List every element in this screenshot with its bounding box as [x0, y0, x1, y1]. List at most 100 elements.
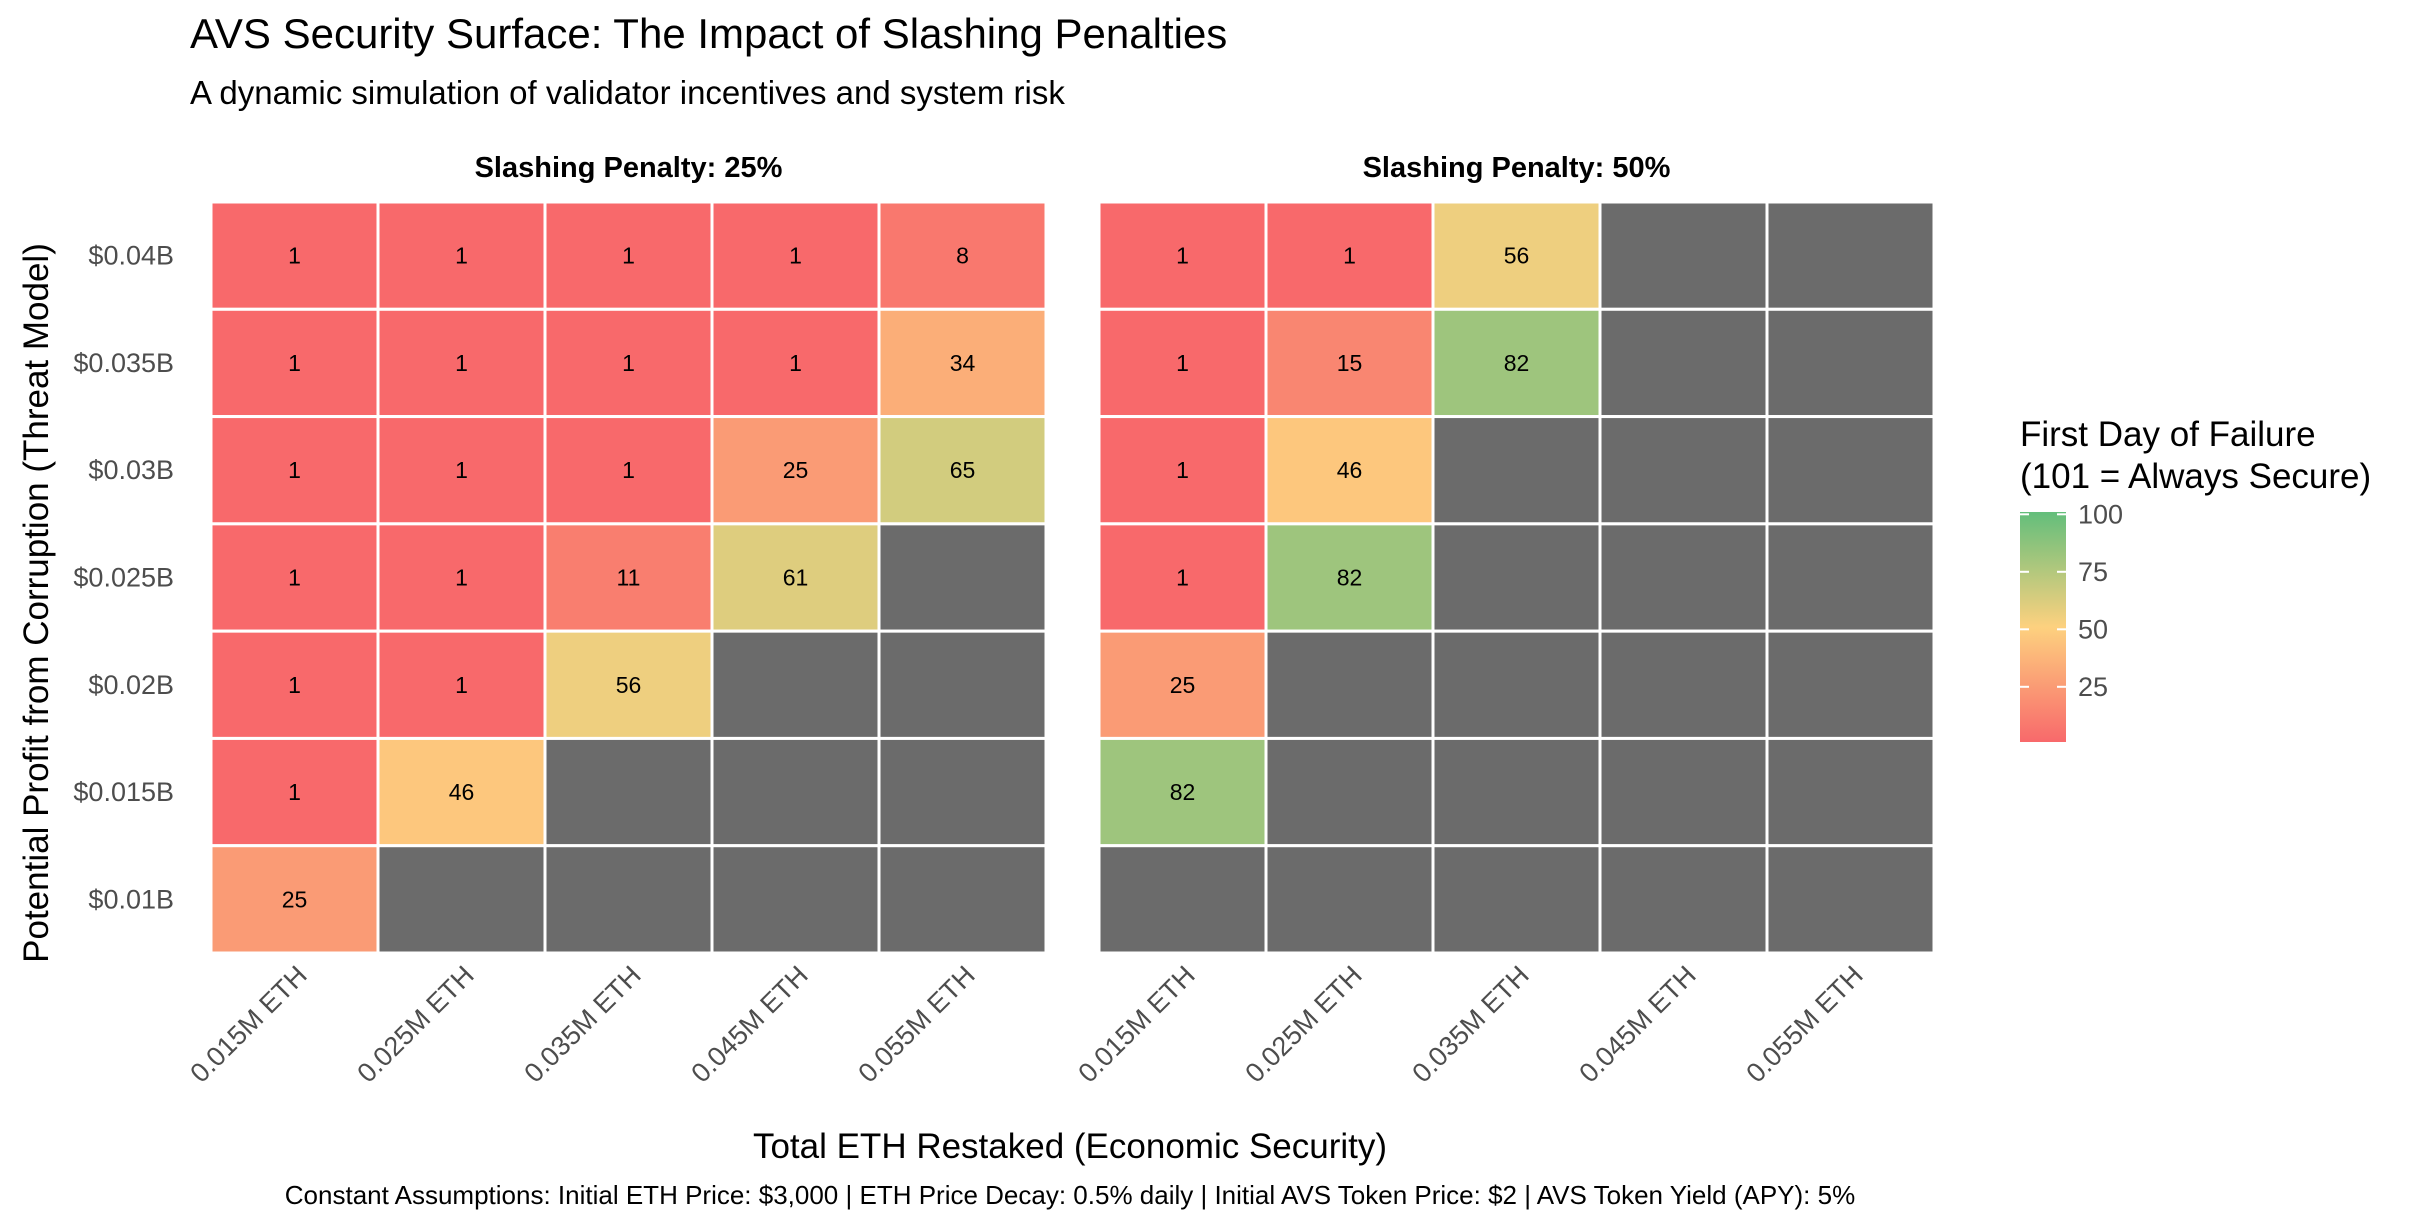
heatmap-cell — [543, 736, 714, 848]
cell-value-label: 61 — [783, 565, 809, 591]
heatmap-cell — [543, 522, 714, 633]
y-tick-label: $0.01B — [88, 884, 174, 914]
heatmap-cell — [1264, 629, 1435, 740]
heatmap-cell — [1598, 200, 1769, 311]
heatmap-cell — [209, 736, 380, 848]
y-axis-label: Potential Profit from Corruption (Threat… — [17, 243, 56, 963]
cell-value-label: 1 — [455, 350, 468, 376]
x-tick-label: 0.025M ETH — [1239, 960, 1367, 1088]
cell-value-label: 1 — [455, 565, 468, 591]
heatmap-cell — [1431, 736, 1602, 848]
cell-value-label: 46 — [1337, 457, 1363, 483]
chart-title: AVS Security Surface: The Impact of Slas… — [190, 10, 1227, 57]
heatmap-cell — [877, 629, 1048, 740]
legend-tick-label: 75 — [2078, 557, 2108, 587]
x-tick-label: 0.015M ETH — [184, 960, 312, 1088]
heatmap-cell — [1765, 736, 1936, 848]
panel-1: Slashing Penalty: 25%1 1 1 1 81 1 1 1 341 1 1 25 651… — [184, 152, 1048, 1088]
heatmap-cell — [710, 844, 881, 955]
heatmap-cell — [1431, 307, 1602, 419]
x-tick-label: 0.045M ETH — [685, 960, 813, 1088]
heatmap-cell — [710, 415, 881, 526]
heatmap-cell — [1097, 844, 1268, 955]
x-tick-label: 0.045M ETH — [1573, 960, 1701, 1088]
legend-colorbar — [2020, 512, 2066, 742]
cell-value-label: 1 — [1176, 350, 1189, 376]
heatmap-cell — [1765, 307, 1936, 419]
y-tick-label: $0.025B — [73, 563, 174, 593]
cell-value-label: 25 — [783, 457, 809, 483]
heatmap-cell — [543, 844, 714, 955]
cell-value-label: 1 — [288, 672, 301, 698]
heatmap-cell — [376, 415, 547, 526]
heatmap-cell — [209, 844, 380, 955]
cell-value-label: 65 — [950, 457, 976, 483]
heatmap-cell — [1097, 629, 1268, 740]
cell-value-label: 1 — [455, 672, 468, 698]
cell-value-label: 8 — [956, 243, 969, 269]
x-tick-label: 0.015M ETH — [1072, 960, 1200, 1088]
heatmap-cell — [1765, 629, 1936, 740]
x-tick-label: 0.035M ETH — [518, 960, 646, 1088]
legend: First Day of Failure (101 = Always Secur… — [2020, 415, 2371, 742]
panels: Slashing Penalty: 25%1 1 1 1 81 1 1 1 341 1 1 25 651… — [73, 152, 1936, 1088]
heatmap-cell — [209, 307, 380, 419]
cell-value-label: 56 — [616, 672, 642, 698]
x-tick-label: 0.055M ETH — [852, 960, 980, 1088]
heatmap-cell — [209, 522, 380, 633]
cell-value-label: 1 — [622, 243, 635, 269]
heatmap-cell — [877, 844, 1048, 955]
heatmap-cell — [1431, 844, 1602, 955]
cell-value-label: 82 — [1337, 565, 1363, 591]
heatmap-cell — [1598, 629, 1769, 740]
cell-value-label: 46 — [449, 779, 475, 805]
heatmap-cell — [877, 736, 1048, 848]
heatmap-cell — [1598, 415, 1769, 526]
cell-value-label: 1 — [288, 243, 301, 269]
heatmap-cell — [543, 629, 714, 740]
heatmap-cell — [710, 629, 881, 740]
cell-value-label: 1 — [1343, 243, 1356, 269]
heatmap-cell — [1097, 307, 1268, 419]
cell-value-label: 1 — [789, 350, 802, 376]
heatmap-cell — [1431, 629, 1602, 740]
y-tick-label: $0.02B — [88, 670, 174, 700]
heatmap-cell — [1264, 736, 1435, 848]
cell-value-label: 34 — [950, 350, 976, 376]
y-tick-label: $0.03B — [88, 455, 174, 485]
cell-value-label: 82 — [1504, 350, 1530, 376]
x-tick-label: 0.025M ETH — [351, 960, 479, 1088]
heatmap-cell — [1765, 844, 1936, 955]
cell-value-label: 1 — [455, 243, 468, 269]
heatmap-cell — [543, 307, 714, 419]
legend-title-line2: (101 = Always Secure) — [2020, 457, 2371, 496]
heatmap-cell — [877, 307, 1048, 419]
cell-value-label: 15 — [1337, 350, 1363, 376]
y-tick-label: $0.035B — [73, 348, 174, 378]
cell-value-label: 1 — [288, 565, 301, 591]
cell-value-label: 25 — [1170, 672, 1196, 698]
panel-strip-label: Slashing Penalty: 25% — [475, 152, 783, 184]
heatmap-cell — [1765, 200, 1936, 311]
cell-value-label: 1 — [622, 457, 635, 483]
cell-value-label: 1 — [288, 457, 301, 483]
cell-value-label: 1 — [1176, 243, 1189, 269]
x-tick-label: 0.035M ETH — [1406, 960, 1534, 1088]
heatmap-cell — [1598, 522, 1769, 633]
heatmap-cell — [376, 629, 547, 740]
heatmap-cell — [710, 522, 881, 633]
chart-caption: Constant Assumptions: Initial ETH Price:… — [285, 1180, 1855, 1210]
heatmap-cell — [209, 200, 380, 311]
heatmap-cell — [877, 522, 1048, 633]
cell-value-label: 11 — [617, 565, 641, 591]
heatmap-cell — [1264, 200, 1435, 311]
cell-value-label: 25 — [282, 886, 308, 912]
chart-subtitle: A dynamic simulation of validator incent… — [190, 74, 1065, 111]
heatmap-cell — [1431, 522, 1602, 633]
cell-value-label: 1 — [622, 350, 635, 376]
heatmap-cell — [1765, 522, 1936, 633]
heatmap-cell — [1598, 307, 1769, 419]
x-tick-label: 0.055M ETH — [1740, 960, 1868, 1088]
heatmap-cell — [1598, 736, 1769, 848]
